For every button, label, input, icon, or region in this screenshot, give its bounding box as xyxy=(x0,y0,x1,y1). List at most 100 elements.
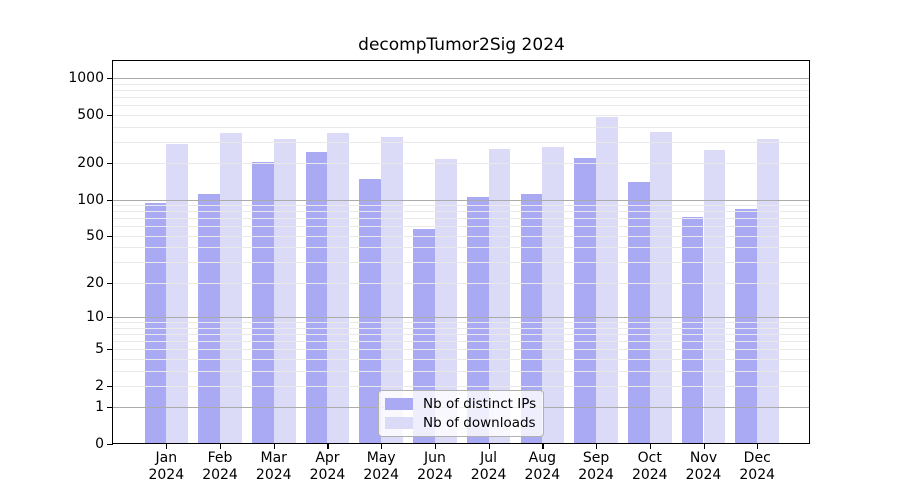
bar-downloads xyxy=(273,138,296,444)
legend-swatch-downloads xyxy=(385,417,413,429)
bar-distinct-ips xyxy=(681,216,704,444)
gridline-major xyxy=(113,199,810,201)
bar-distinct-ips xyxy=(359,178,382,444)
bar-distinct-ips xyxy=(520,193,543,444)
y-tick-mark xyxy=(107,317,113,319)
y-axis-tick-label: 0 xyxy=(95,436,104,452)
y-axis-tick-label: 1000 xyxy=(68,70,104,87)
bar-distinct-ips xyxy=(627,182,650,444)
bar-distinct-ips xyxy=(574,158,597,444)
y-axis-tick-label: 200 xyxy=(77,155,104,172)
y-tick-mark xyxy=(107,349,113,351)
x-tick-mark xyxy=(596,444,598,449)
x-axis-tick-label: May 2024 xyxy=(363,450,399,483)
gridline-minor xyxy=(113,385,810,387)
gridline-minor xyxy=(113,141,810,143)
x-tick-mark xyxy=(703,444,705,449)
gridline-minor xyxy=(113,340,810,342)
bar-downloads xyxy=(327,132,350,444)
x-tick-mark xyxy=(327,444,329,449)
y-axis-tick-label: 1 xyxy=(95,399,104,416)
bar-distinct-ips xyxy=(305,152,328,444)
y-axis-tick-label: 50 xyxy=(86,227,104,244)
y-tick-mark xyxy=(107,385,113,388)
gridline-minor xyxy=(113,114,810,116)
bar-distinct-ips xyxy=(198,193,221,444)
x-tick-mark xyxy=(166,444,168,449)
bar-downloads xyxy=(166,143,189,444)
y-axis-tick-label: 2 xyxy=(95,377,104,394)
gridline-minor xyxy=(113,83,810,85)
y-axis-tick-label: 500 xyxy=(77,106,104,123)
bar-downloads xyxy=(649,131,672,444)
bar-downloads xyxy=(381,136,403,444)
x-tick-mark xyxy=(488,444,490,449)
y-tick-mark xyxy=(107,235,113,238)
gridline-minor xyxy=(113,90,810,92)
gridline-minor xyxy=(113,226,810,228)
bar-downloads xyxy=(596,116,618,444)
gridline-minor xyxy=(113,126,810,128)
x-axis-tick-label: Jun 2024 xyxy=(417,450,453,483)
bar-distinct-ips xyxy=(466,196,489,444)
gridline-minor xyxy=(113,97,810,99)
x-axis-tick-label: Aug 2024 xyxy=(524,450,561,483)
gridline-minor xyxy=(113,322,810,324)
x-tick-mark xyxy=(220,444,222,449)
gridline-major xyxy=(113,317,810,319)
gridline-minor xyxy=(113,105,810,107)
y-tick-mark xyxy=(107,407,113,409)
gridline-minor xyxy=(113,282,810,284)
y-tick-mark xyxy=(107,78,113,80)
x-tick-mark xyxy=(381,444,383,449)
bar-distinct-ips xyxy=(144,203,167,444)
gridline-minor xyxy=(113,262,810,264)
legend-swatch-distinct-ips xyxy=(385,398,413,410)
x-axis-tick-label: Nov 2024 xyxy=(685,450,722,483)
x-axis-tick-label: Mar 2024 xyxy=(255,450,292,483)
gridline-minor xyxy=(113,333,810,335)
bar-downloads xyxy=(757,139,780,444)
y-axis-tick-label: 20 xyxy=(86,274,104,291)
gridline-minor xyxy=(113,370,810,372)
x-axis-tick-label: Oct 2024 xyxy=(631,450,668,483)
x-axis-tick-label: Feb 2024 xyxy=(202,450,238,483)
x-axis-tick-label: Apr 2024 xyxy=(309,450,346,483)
gridline-minor xyxy=(113,211,810,213)
y-axis-tick-label: 10 xyxy=(86,309,104,326)
bar-downloads xyxy=(488,148,511,444)
gridline-minor xyxy=(113,205,810,207)
y-axis-tick-label: 5 xyxy=(95,341,104,358)
chart-title: decompTumor2Sig 2024 xyxy=(358,35,565,55)
x-axis-tick-label: Jul 2024 xyxy=(470,450,507,483)
bar-downloads xyxy=(434,158,457,444)
legend-entry-downloads: Nb of downloads xyxy=(385,415,537,431)
bar-distinct-ips xyxy=(251,161,274,444)
gridline-minor xyxy=(113,327,810,329)
bar-downloads xyxy=(542,146,565,444)
gridline-minor xyxy=(113,349,810,351)
y-tick-mark xyxy=(107,444,113,446)
x-tick-mark xyxy=(434,444,437,449)
legend-label-distinct-ips: Nb of distinct IPs xyxy=(423,396,537,412)
bar-downloads xyxy=(220,132,242,444)
legend-label-downloads: Nb of downloads xyxy=(423,415,536,431)
gridline-minor xyxy=(113,163,810,165)
gridline-minor xyxy=(113,235,810,237)
x-tick-mark xyxy=(757,444,759,449)
bar-downloads xyxy=(703,150,726,444)
x-axis-tick-label: Jan 2024 xyxy=(148,450,185,483)
y-axis-tick-label: 100 xyxy=(77,191,104,208)
x-tick-mark xyxy=(542,444,544,449)
x-axis-tick-label: Dec 2024 xyxy=(739,450,776,483)
x-tick-mark xyxy=(649,444,651,449)
gridline-minor xyxy=(113,247,810,249)
legend: Nb of distinct IPs Nb of downloads xyxy=(378,390,544,437)
y-tick-mark xyxy=(107,163,113,165)
legend-entry-distinct-ips: Nb of distinct IPs xyxy=(385,396,537,412)
gridline-major xyxy=(113,78,810,80)
y-tick-mark xyxy=(107,114,113,117)
x-axis-tick-label: Sep 2024 xyxy=(578,450,614,483)
gridline-minor xyxy=(113,358,810,360)
